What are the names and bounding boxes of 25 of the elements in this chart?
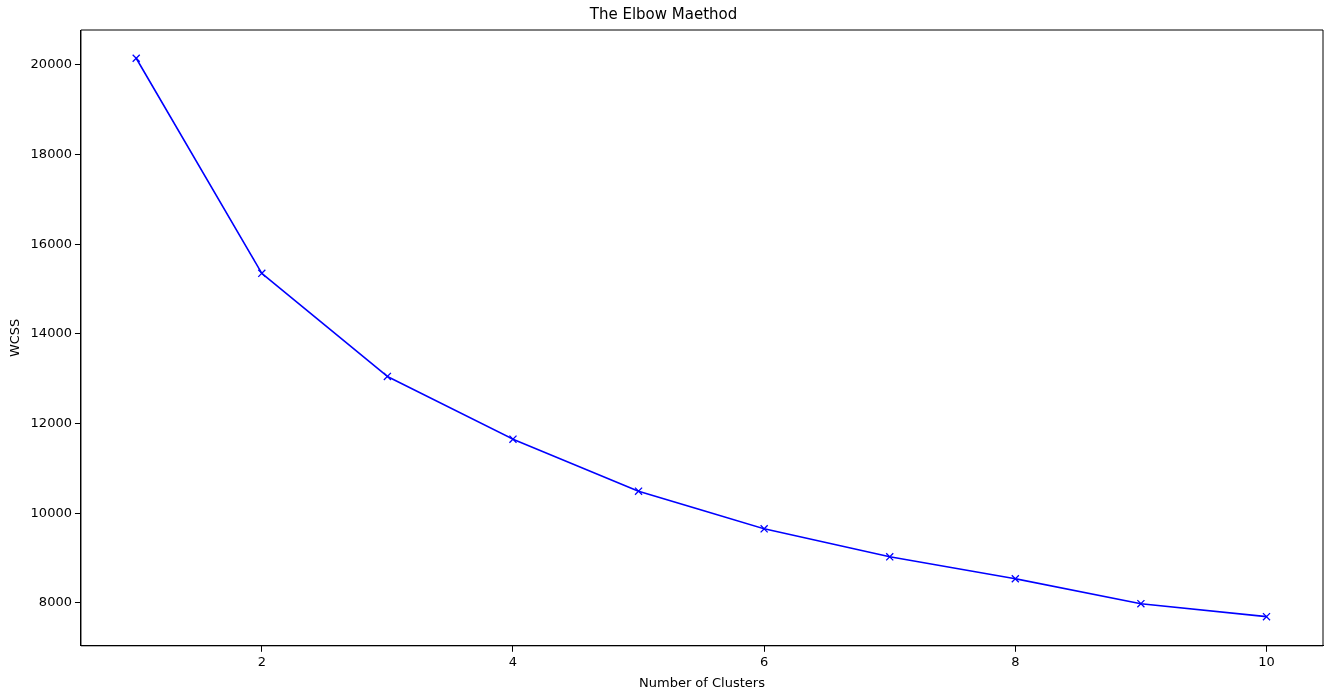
- y-tick-label: 14000: [30, 325, 72, 341]
- point: [759, 524, 769, 534]
- x-tick-label: 2: [257, 653, 266, 669]
- chart-title: The Elbow Maethod: [588, 4, 738, 23]
- x-tick-label: 6: [760, 653, 769, 669]
- x-axis-title: Number of Clusters: [639, 674, 766, 690]
- point: [1011, 574, 1020, 583]
- point: [1136, 599, 1146, 608]
- x-tick-label: 8: [1011, 653, 1020, 669]
- point: [383, 372, 392, 381]
- y-tick-label: 20000: [30, 56, 72, 72]
- point: [257, 269, 266, 278]
- point: [508, 435, 518, 444]
- y-tick-label: 10000: [30, 504, 72, 520]
- y-tick-label: 18000: [30, 145, 72, 161]
- point: [634, 486, 643, 496]
- y-tick-label: 12000: [30, 414, 72, 430]
- x-tick-label: 4: [508, 653, 518, 669]
- point: [885, 552, 894, 562]
- point: [1262, 612, 1271, 621]
- point: [132, 54, 141, 63]
- y-axis-title: WCSS: [7, 318, 23, 358]
- x-tick-label: 10: [1258, 653, 1275, 669]
- y-tick-label: 16000: [30, 235, 72, 251]
- y-tick-label: 8000: [38, 594, 72, 610]
